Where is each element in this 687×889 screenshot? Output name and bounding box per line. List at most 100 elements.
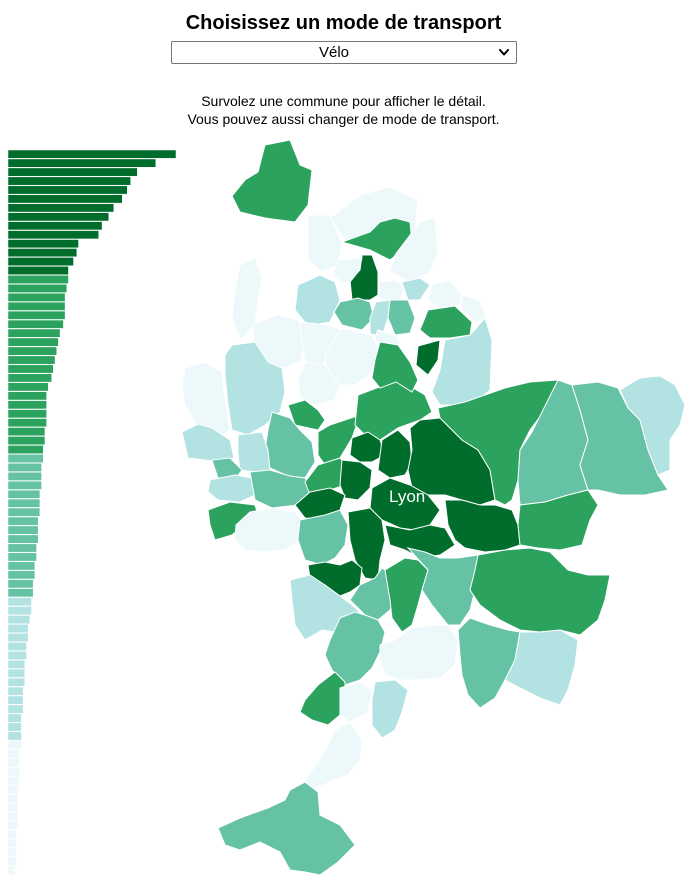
bar-63[interactable] (8, 713, 22, 723)
commune[interactable] (217, 781, 356, 876)
commune[interactable] (469, 547, 611, 636)
bar-15[interactable] (8, 284, 68, 293)
bar-59[interactable] (8, 677, 26, 687)
commune[interactable] (517, 489, 599, 551)
commune[interactable] (339, 459, 373, 501)
commune[interactable] (349, 431, 386, 463)
bar-12[interactable] (8, 257, 74, 267)
bar-49[interactable] (8, 588, 34, 598)
commune[interactable] (224, 341, 286, 436)
bar-29[interactable] (8, 409, 47, 419)
bar-50[interactable] (8, 597, 32, 607)
bar-70[interactable] (8, 776, 21, 786)
bar-37[interactable] (8, 480, 42, 490)
commune[interactable] (384, 557, 429, 633)
commune[interactable] (379, 624, 459, 681)
commune[interactable] (340, 217, 413, 261)
bar-21[interactable] (8, 337, 59, 347)
bar-38[interactable] (8, 489, 41, 499)
bar-11[interactable] (8, 248, 78, 258)
commune[interactable] (415, 339, 441, 376)
bar-18[interactable] (8, 310, 66, 320)
bar-30[interactable] (8, 418, 47, 428)
commune[interactable] (427, 279, 463, 309)
commune[interactable] (504, 629, 579, 706)
commune[interactable] (211, 457, 243, 479)
bar-3[interactable] (8, 176, 131, 186)
commune[interactable] (339, 681, 373, 723)
commune[interactable] (387, 299, 416, 336)
bar-55[interactable] (8, 642, 27, 651)
commune[interactable] (304, 721, 363, 791)
bar-39[interactable] (8, 498, 41, 508)
bar-71[interactable] (8, 785, 19, 795)
bar-22[interactable] (8, 346, 57, 356)
commune[interactable] (324, 611, 386, 686)
bar-68[interactable] (8, 758, 21, 768)
commune[interactable] (231, 139, 313, 223)
commune[interactable] (571, 381, 669, 496)
bar-24[interactable] (8, 364, 54, 374)
bar-47[interactable] (8, 570, 36, 580)
bar-4[interactable] (8, 185, 128, 195)
bar-76[interactable] (8, 830, 17, 839)
bar-44[interactable] (8, 543, 37, 553)
bar-7[interactable] (8, 212, 110, 222)
bar-34[interactable] (8, 454, 44, 463)
bar-65[interactable] (8, 731, 22, 741)
commune[interactable] (332, 257, 363, 283)
bar-74[interactable] (8, 812, 19, 821)
commune[interactable] (207, 474, 256, 503)
bar-5[interactable] (8, 194, 123, 204)
bar-69[interactable] (8, 767, 21, 777)
bar-16[interactable] (8, 292, 66, 302)
bar-19[interactable] (8, 319, 64, 329)
commune[interactable] (371, 341, 419, 393)
bar-6[interactable] (8, 203, 115, 213)
commune[interactable] (237, 431, 271, 473)
bar-36[interactable] (8, 471, 42, 481)
bar-64[interactable] (8, 722, 22, 732)
commune[interactable] (294, 274, 341, 327)
commune[interactable] (297, 361, 341, 406)
bar-75[interactable] (8, 821, 19, 830)
bar-66[interactable] (8, 740, 22, 750)
bar-1[interactable] (8, 158, 157, 168)
bar-17[interactable] (8, 301, 66, 311)
bar-80[interactable] (8, 865, 15, 875)
bar-60[interactable] (8, 686, 24, 696)
bar-43[interactable] (8, 534, 39, 544)
bar-31[interactable] (8, 427, 46, 437)
bar-23[interactable] (8, 355, 56, 365)
bar-61[interactable] (8, 695, 24, 705)
bar-73[interactable] (8, 803, 19, 813)
bar-13[interactable] (8, 266, 69, 275)
commune[interactable] (324, 327, 379, 386)
bar-41[interactable] (8, 516, 39, 526)
bar-10[interactable] (8, 239, 79, 249)
commune[interactable] (333, 297, 375, 331)
commune[interactable] (181, 423, 235, 463)
bar-40[interactable] (8, 507, 41, 517)
bar-45[interactable] (8, 552, 37, 562)
bar-67[interactable] (8, 749, 21, 759)
bar-56[interactable] (8, 650, 27, 660)
bar-2[interactable] (8, 167, 138, 177)
bar-9[interactable] (8, 230, 99, 240)
bar-26[interactable] (8, 382, 49, 392)
commune[interactable] (384, 524, 456, 559)
bar-52[interactable] (8, 615, 31, 625)
commune[interactable] (181, 361, 231, 439)
bar-62[interactable] (8, 704, 24, 714)
bar-58[interactable] (8, 668, 26, 678)
bar-35[interactable] (8, 463, 42, 472)
bar-51[interactable] (8, 606, 32, 616)
bar-25[interactable] (8, 373, 52, 383)
bar-14[interactable] (8, 275, 69, 284)
commune[interactable] (297, 509, 349, 566)
bar-33[interactable] (8, 445, 44, 454)
commune[interactable] (401, 277, 431, 301)
bar-72[interactable] (8, 794, 19, 804)
commune[interactable] (406, 547, 483, 626)
bar-0[interactable] (8, 150, 177, 159)
